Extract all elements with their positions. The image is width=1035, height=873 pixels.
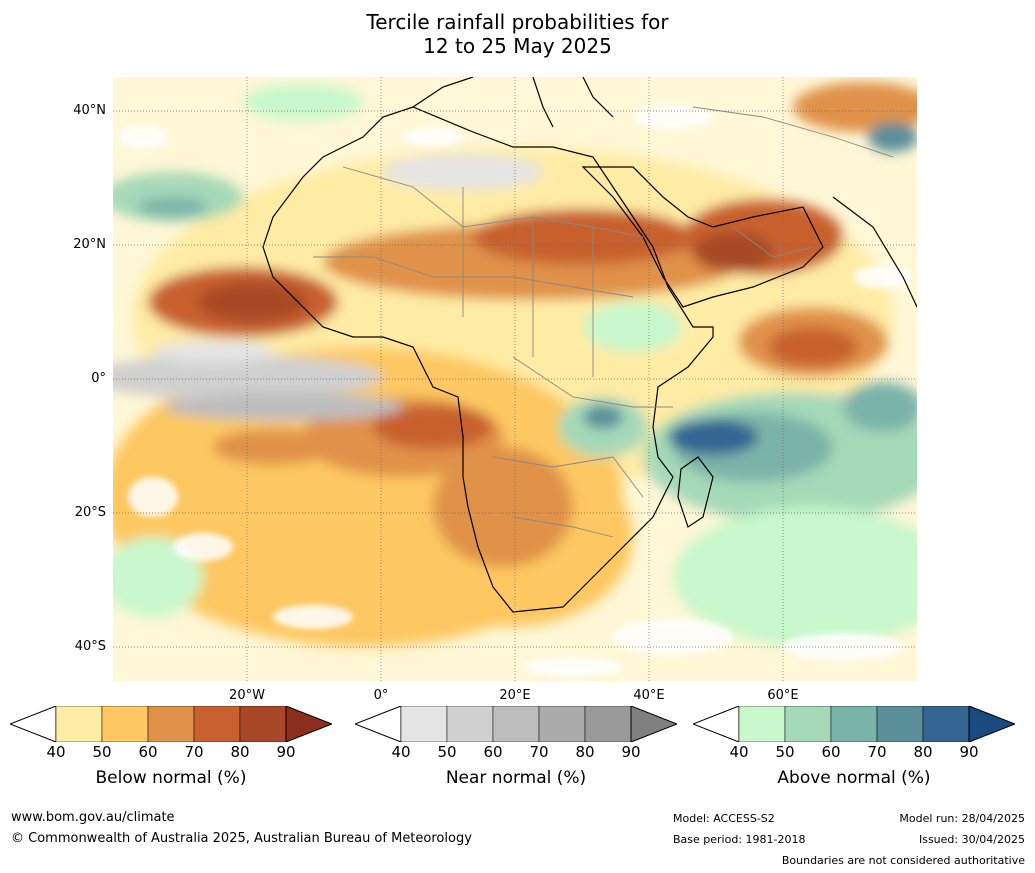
colorbar-upper-triangle (968, 706, 1015, 742)
colorbar-lower-triangle (355, 706, 402, 742)
lon-label-60e: 60°E (767, 688, 799, 703)
near-normal-colorbar (355, 706, 677, 742)
colorbar-swatch (400, 706, 448, 742)
colorbar-swatch (876, 706, 924, 742)
model-name: Model: ACCESS-S2 (673, 812, 775, 825)
lon-label-0: 0° (373, 688, 389, 703)
colorbar-lower-triangle (693, 706, 740, 742)
map-title-line-1: Tercile rainfall probabilities for (366, 10, 669, 34)
colorbar-swatch (193, 706, 241, 742)
map-svg (113, 77, 917, 681)
colorbar-tick: 40 (729, 743, 749, 761)
colorbar-tick: 60 (483, 743, 503, 761)
lat-label-0: 0° (91, 371, 106, 386)
near-normal-label: Near normal (%) (445, 768, 587, 788)
colorbar-upper-triangle (285, 706, 332, 742)
colorbar-swatch (538, 706, 586, 742)
lat-label-20n: 20°N (73, 237, 106, 252)
lon-label-20w: 20°W (229, 688, 265, 703)
colorbar-tick: 80 (575, 743, 595, 761)
colorbar-swatch (584, 706, 632, 742)
lat-lon-grid (113, 77, 917, 681)
colorbar-tick: 90 (959, 743, 979, 761)
colorbar-tick: 50 (775, 743, 795, 761)
colorbar-swatch (147, 706, 195, 742)
above-normal-colorbar (693, 706, 1015, 742)
colorbar-swatch (492, 706, 540, 742)
map-title-line-2: 12 to 25 May 2025 (423, 34, 612, 58)
colorbar-tick: 40 (46, 743, 66, 761)
colorbar-swatch (446, 706, 494, 742)
lon-label-20e: 20°E (499, 688, 531, 703)
copyright-text: © Commonwealth of Australia 2025, Austra… (11, 831, 472, 846)
coastlines (262, 77, 917, 613)
colorbar-tick: 70 (184, 743, 204, 761)
colorbar-tick: 50 (437, 743, 457, 761)
issued-date: Issued: 30/04/2025 (918, 833, 1025, 846)
colorbar-swatch (830, 706, 878, 742)
colorbar-tick: 90 (276, 743, 296, 761)
colorbar-lower-triangle (10, 706, 57, 742)
lat-label-40n: 40°N (73, 103, 106, 118)
lat-label-40s: 40°S (74, 639, 106, 654)
colorbar-tick: 90 (621, 743, 641, 761)
colorbar-tick: 70 (867, 743, 887, 761)
colorbar-swatch (101, 706, 149, 742)
colorbar-tick: 60 (821, 743, 841, 761)
colorbar-swatch (922, 706, 970, 742)
colorbar-tick: 50 (92, 743, 112, 761)
colorbar-tick: 60 (138, 743, 158, 761)
probability-shading (113, 82, 917, 647)
colorbar-upper-triangle (630, 706, 677, 742)
website-link[interactable]: www.bom.gov.au/climate (11, 810, 175, 825)
lat-label-20s: 20°S (74, 505, 106, 520)
colorbar-swatch (239, 706, 287, 742)
rainfall-probability-map (113, 77, 917, 681)
boundaries-disclaimer: Boundaries are not considered authoritat… (781, 854, 1025, 867)
colorbar-tick: 80 (230, 743, 250, 761)
colorbar-tick: 40 (391, 743, 411, 761)
colorbar-tick: 70 (529, 743, 549, 761)
country-borders (313, 106, 894, 538)
colorbar-swatch (738, 706, 786, 742)
below-normal-colorbar (10, 706, 332, 742)
colorbar-tick: 80 (913, 743, 933, 761)
lon-label-40e: 40°E (633, 688, 665, 703)
colorbar-swatch (55, 706, 103, 742)
model-run-date: Model run: 28/04/2025 (899, 812, 1025, 825)
below-normal-label: Below normal (%) (95, 768, 247, 788)
above-normal-label: Above normal (%) (777, 768, 931, 788)
colorbar-swatch (784, 706, 832, 742)
base-period: Base period: 1981-2018 (673, 833, 806, 846)
